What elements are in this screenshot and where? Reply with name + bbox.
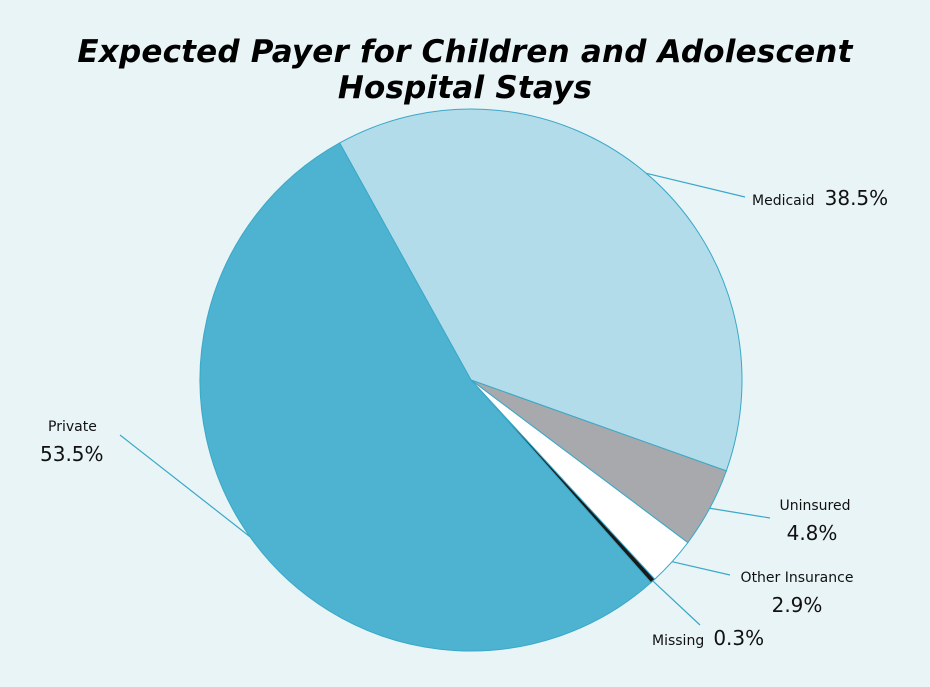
leader-line-missing <box>652 580 701 626</box>
label-missing-value: 0.3% <box>713 626 764 650</box>
label-medicaid-name: Medicaid <box>752 193 815 209</box>
label-private-value: 53.5% <box>40 442 104 466</box>
leader-line-medicaid <box>646 172 746 198</box>
label-missing: Missing 0.3% <box>652 626 764 650</box>
leader-lines <box>119 172 771 626</box>
label-missing-name: Missing <box>652 633 704 649</box>
leader-line-other-insurance <box>671 561 731 576</box>
leader-line-private <box>119 434 251 538</box>
chart-title: Expected Payer for Children and Adolesce… <box>77 34 853 106</box>
label-private-name: Private <box>48 419 97 435</box>
label-medicaid-value: 38.5% <box>825 186 889 210</box>
label-medicaid: Medicaid 38.5% <box>752 186 888 210</box>
label-other-insurance-value: 2.9% <box>772 593 823 617</box>
label-uninsured-name: Uninsured <box>780 498 851 514</box>
label-other-insurance-name: Other Insurance <box>741 570 854 586</box>
leader-line-uninsured <box>709 507 771 519</box>
pie-slice-private <box>199 142 652 652</box>
pie-slices <box>199 108 743 652</box>
label-uninsured-value: 4.8% <box>787 521 838 545</box>
